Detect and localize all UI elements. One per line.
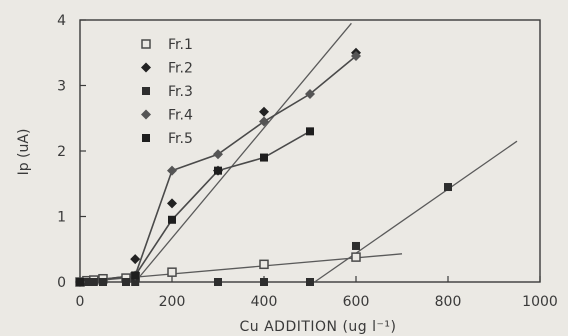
y-tick-label: 1 xyxy=(57,210,66,226)
point-fr2 xyxy=(167,198,177,209)
legend-marker-fr4 xyxy=(141,109,151,120)
legend-label-fr4: Fr.4 xyxy=(168,108,193,124)
legend-marker-fr2 xyxy=(141,62,151,73)
series-line-fr5 xyxy=(79,130,311,283)
legend-label-fr5: Fr.5 xyxy=(168,131,193,147)
x-tick-label: 800 xyxy=(435,294,462,310)
point-fr2 xyxy=(130,254,141,265)
point-fr5 xyxy=(214,166,222,175)
point-fr4 xyxy=(167,165,177,176)
point-fr4 xyxy=(351,51,361,62)
point-fr2 xyxy=(259,106,269,117)
legend-marker-fr5 xyxy=(142,134,150,142)
axis-ticks: 0 200 400 600 800 1000 0 1 2 3 4 xyxy=(57,13,558,310)
y-tick-label: 2 xyxy=(57,144,66,160)
point-fr3 xyxy=(99,278,107,286)
point-fr3 xyxy=(89,278,98,286)
point-fr5 xyxy=(76,278,84,286)
point-fr3 xyxy=(352,241,360,250)
fit-line-fr2 xyxy=(134,22,352,283)
legend-marker-fr1 xyxy=(141,39,151,49)
y-tick-label: 4 xyxy=(57,13,66,29)
point-fr4 xyxy=(259,116,269,127)
series-lines xyxy=(79,22,518,283)
point-fr1 xyxy=(351,252,361,262)
legend-label-fr2: Fr.2 xyxy=(168,61,193,77)
y-axis-title: Ip (uA) xyxy=(16,129,32,176)
x-tick-label: 0 xyxy=(76,294,85,310)
legend-label-fr1: Fr.1 xyxy=(168,37,193,53)
x-axis-title: Cu ADDITION (ug l⁻¹) xyxy=(239,319,396,335)
point-fr1 xyxy=(259,259,269,270)
legend: Fr.1 Fr.2 Fr.3 Fr.4 Fr.5 xyxy=(141,37,193,147)
point-fr3 xyxy=(122,278,130,286)
point-fr3 xyxy=(306,278,314,286)
legend-marker-fr3 xyxy=(142,87,150,95)
point-fr3 xyxy=(260,278,268,286)
x-tick-label: 600 xyxy=(343,294,370,310)
fit-line-fr3 xyxy=(314,140,518,283)
plot-area xyxy=(79,19,541,283)
point-fr5 xyxy=(306,127,314,136)
x-tick-label: 400 xyxy=(251,294,278,310)
point-fr5 xyxy=(131,271,140,280)
point-fr3 xyxy=(444,183,452,192)
point-fr3 xyxy=(82,278,91,286)
y-tick-label: 3 xyxy=(57,79,66,95)
x-tick-label: 200 xyxy=(159,294,186,310)
point-fr3 xyxy=(214,278,222,286)
point-fr3 xyxy=(131,278,140,286)
point-fr1 xyxy=(167,267,177,277)
data-points xyxy=(75,47,452,287)
point-fr5 xyxy=(168,215,176,224)
y-tick-label: 0 xyxy=(57,275,66,291)
legend-label-fr3: Fr.3 xyxy=(168,84,193,100)
point-fr5 xyxy=(260,153,268,162)
point-fr4 xyxy=(213,149,223,160)
point-fr4 xyxy=(305,89,315,100)
x-tick-label: 1000 xyxy=(522,294,558,310)
